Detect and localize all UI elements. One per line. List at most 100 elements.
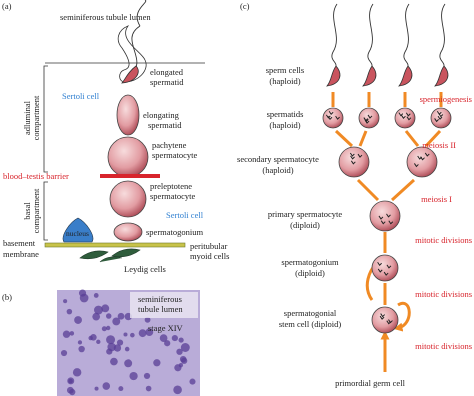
nucleus-dot bbox=[112, 317, 121, 326]
nucleus-dot bbox=[72, 368, 82, 377]
panel-b: (b) seminiferous tubule lumen stage XIV bbox=[2, 289, 200, 396]
process-label: mitotic divisions bbox=[415, 341, 472, 351]
nucleus-dot bbox=[77, 340, 83, 345]
nucleus-dot bbox=[124, 359, 133, 368]
nucleus-dot bbox=[68, 378, 73, 384]
nucleus-dot bbox=[62, 330, 71, 338]
nucleus-dot bbox=[94, 305, 103, 315]
label: pachytene bbox=[152, 140, 187, 150]
chromosome bbox=[401, 114, 406, 119]
nucleus-dot bbox=[129, 371, 138, 381]
nucleus-dot bbox=[124, 346, 130, 352]
cell bbox=[371, 254, 399, 282]
label: membrane bbox=[3, 249, 39, 259]
label: nucleus bbox=[66, 229, 89, 238]
stage-label: spermatids bbox=[267, 109, 304, 119]
chromosome bbox=[434, 118, 439, 123]
chromosome bbox=[417, 155, 423, 160]
nucleus-dot bbox=[145, 385, 152, 392]
label: seminiferous tubule lumen bbox=[60, 12, 151, 22]
chromosome bbox=[350, 155, 355, 160]
nucleus-dot bbox=[176, 348, 183, 355]
chromosome bbox=[398, 112, 404, 117]
label: basal bbox=[22, 202, 32, 220]
chromosome bbox=[405, 112, 411, 117]
nucleus-dot bbox=[178, 363, 184, 368]
label: spermatocyte bbox=[150, 191, 196, 201]
cell bbox=[406, 146, 438, 178]
nucleus-dot bbox=[105, 325, 111, 331]
chromosome bbox=[335, 115, 340, 120]
nucleus-shape bbox=[62, 217, 94, 243]
process-label: meiosis II bbox=[422, 140, 456, 150]
chromosome bbox=[388, 220, 394, 225]
nucleus-dot bbox=[92, 312, 101, 321]
panel-label: (c) bbox=[240, 1, 250, 11]
process-label: meiosis I bbox=[421, 194, 452, 204]
nucleus-dot bbox=[159, 334, 168, 342]
lumen-area bbox=[130, 292, 198, 318]
nucleus-dot bbox=[101, 326, 107, 332]
nucleus-dot bbox=[130, 332, 135, 338]
stage-label: spermatogonial bbox=[284, 308, 337, 318]
nucleus-dot bbox=[117, 312, 125, 320]
nucleus-dot bbox=[66, 386, 74, 394]
label: basement bbox=[3, 238, 36, 248]
chromosome bbox=[436, 110, 442, 116]
nucleus-dot bbox=[144, 316, 151, 323]
label: myoid cells bbox=[190, 251, 229, 261]
nucleus-dot bbox=[110, 357, 118, 366]
arrows bbox=[331, 92, 443, 372]
stage-label: primary spermatocyte bbox=[268, 209, 343, 219]
panel-a: (a) seminiferous tubule lumen Sertoli ce… bbox=[2, 0, 229, 274]
cell bbox=[358, 107, 380, 129]
spermatogonium-cell bbox=[113, 222, 143, 242]
basement-membrane-line bbox=[44, 242, 186, 248]
cell bbox=[371, 306, 399, 334]
label: spermatid bbox=[150, 77, 184, 87]
nucleus-dot bbox=[181, 357, 188, 364]
label: spermatogonium bbox=[146, 227, 204, 237]
nucleus-dot bbox=[118, 386, 124, 392]
nuclei bbox=[60, 289, 196, 396]
nucleus-dot bbox=[96, 339, 101, 344]
barrier bbox=[100, 174, 160, 178]
cell bbox=[338, 146, 370, 178]
label: Sertoli cell bbox=[166, 210, 204, 220]
label: peritubular bbox=[190, 241, 227, 251]
stage-label: spermatogonium bbox=[281, 257, 339, 267]
label: elongating bbox=[143, 110, 180, 120]
elongated-spermatid bbox=[121, 65, 139, 84]
nucleus-dot bbox=[173, 385, 182, 395]
chromosome bbox=[380, 313, 386, 318]
panel-label: (b) bbox=[2, 292, 12, 302]
nucleus-dot bbox=[78, 289, 87, 297]
chromosome bbox=[406, 116, 412, 121]
nucleus-dot bbox=[101, 304, 110, 313]
process-label: mitotic divisions bbox=[415, 235, 472, 245]
chromosome bbox=[386, 213, 391, 218]
nucleus-dot bbox=[78, 345, 85, 353]
panel-label: (a) bbox=[2, 1, 12, 11]
leydig-shapes bbox=[79, 248, 141, 263]
label: elongated bbox=[150, 67, 184, 77]
cell bbox=[394, 107, 416, 129]
nucleus-dot bbox=[107, 342, 116, 352]
label: adluminal bbox=[22, 100, 32, 135]
chromosome bbox=[357, 153, 363, 158]
chromosome bbox=[383, 271, 389, 276]
sertoli-outline bbox=[117, 25, 147, 83]
stage-label: (haploid) bbox=[262, 165, 293, 175]
cell bbox=[322, 107, 344, 129]
nucleus-dot bbox=[178, 337, 184, 343]
label: seminiferous bbox=[138, 294, 182, 304]
chromosome bbox=[367, 114, 373, 119]
nucleus-dot bbox=[88, 335, 93, 341]
chromosome bbox=[379, 315, 385, 320]
nucleus-dot bbox=[93, 293, 99, 298]
stage-label: stem cell (diploid) bbox=[279, 319, 341, 329]
nucleus-dot bbox=[60, 349, 68, 357]
nucleus-dot bbox=[102, 382, 111, 390]
nucleus-dot bbox=[66, 308, 73, 315]
